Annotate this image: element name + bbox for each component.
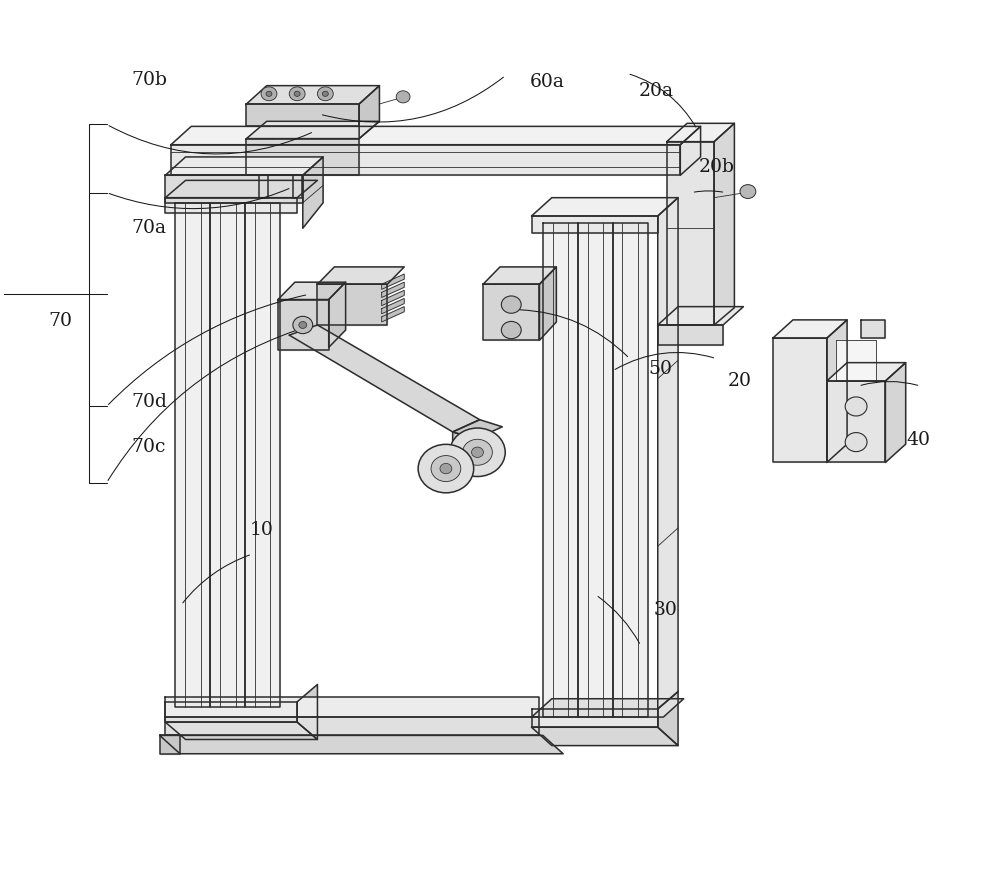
Polygon shape xyxy=(165,697,539,717)
Polygon shape xyxy=(658,307,743,325)
Circle shape xyxy=(294,91,300,96)
Polygon shape xyxy=(861,320,885,338)
Polygon shape xyxy=(532,727,678,746)
Polygon shape xyxy=(382,299,404,314)
Polygon shape xyxy=(773,320,847,338)
Polygon shape xyxy=(245,203,280,707)
Polygon shape xyxy=(827,320,847,462)
Polygon shape xyxy=(160,735,180,753)
Text: 10: 10 xyxy=(250,522,274,539)
Text: 70: 70 xyxy=(49,312,73,330)
Polygon shape xyxy=(453,420,502,439)
Text: 20b: 20b xyxy=(698,158,734,176)
Polygon shape xyxy=(532,216,658,233)
Polygon shape xyxy=(165,717,539,735)
Circle shape xyxy=(472,447,483,457)
Polygon shape xyxy=(827,381,885,462)
Polygon shape xyxy=(885,363,906,462)
Circle shape xyxy=(289,87,305,101)
Polygon shape xyxy=(836,340,876,381)
Polygon shape xyxy=(382,274,404,289)
Polygon shape xyxy=(613,223,648,717)
Polygon shape xyxy=(289,325,480,432)
Text: 30: 30 xyxy=(654,601,678,619)
Circle shape xyxy=(266,91,272,96)
Polygon shape xyxy=(171,127,701,145)
Polygon shape xyxy=(539,267,556,340)
Text: 70d: 70d xyxy=(131,393,167,412)
Polygon shape xyxy=(578,223,613,717)
Polygon shape xyxy=(329,282,346,347)
Circle shape xyxy=(845,433,867,452)
Circle shape xyxy=(440,463,452,474)
Polygon shape xyxy=(160,735,563,753)
Polygon shape xyxy=(667,123,734,142)
Text: 50: 50 xyxy=(649,360,673,378)
Polygon shape xyxy=(543,223,578,717)
Circle shape xyxy=(418,444,474,493)
Polygon shape xyxy=(165,180,317,198)
Polygon shape xyxy=(165,198,297,213)
Polygon shape xyxy=(483,284,539,340)
Polygon shape xyxy=(453,432,477,454)
Polygon shape xyxy=(175,203,210,707)
Circle shape xyxy=(740,184,756,198)
Polygon shape xyxy=(259,176,268,198)
Polygon shape xyxy=(297,684,317,739)
Polygon shape xyxy=(278,282,346,300)
Text: 70c: 70c xyxy=(131,439,165,456)
Polygon shape xyxy=(532,198,678,216)
Polygon shape xyxy=(827,363,906,381)
Polygon shape xyxy=(278,300,329,350)
Circle shape xyxy=(501,322,521,339)
Polygon shape xyxy=(532,709,658,727)
Text: 20: 20 xyxy=(728,371,752,390)
Polygon shape xyxy=(658,198,678,709)
Circle shape xyxy=(431,455,461,482)
Polygon shape xyxy=(773,338,827,462)
Circle shape xyxy=(299,322,307,329)
Polygon shape xyxy=(483,267,556,284)
Polygon shape xyxy=(667,142,714,325)
Circle shape xyxy=(293,316,313,334)
Polygon shape xyxy=(382,282,404,297)
Polygon shape xyxy=(317,284,387,325)
Text: 70a: 70a xyxy=(131,218,166,237)
Polygon shape xyxy=(171,145,680,176)
Polygon shape xyxy=(246,121,379,139)
Polygon shape xyxy=(658,691,678,746)
Polygon shape xyxy=(303,157,323,228)
Polygon shape xyxy=(382,307,404,322)
Circle shape xyxy=(501,296,521,313)
Polygon shape xyxy=(246,139,359,176)
Text: 60a: 60a xyxy=(530,73,565,91)
Polygon shape xyxy=(165,176,303,203)
Polygon shape xyxy=(246,104,359,127)
Circle shape xyxy=(317,87,333,101)
Polygon shape xyxy=(210,203,245,707)
Circle shape xyxy=(322,91,328,96)
Polygon shape xyxy=(293,176,302,198)
Polygon shape xyxy=(165,157,323,176)
Text: 40: 40 xyxy=(907,432,931,449)
Circle shape xyxy=(845,397,867,416)
Text: 20a: 20a xyxy=(639,82,674,100)
Polygon shape xyxy=(317,267,404,284)
Polygon shape xyxy=(714,123,734,325)
Polygon shape xyxy=(246,86,379,104)
Polygon shape xyxy=(165,702,297,722)
Circle shape xyxy=(463,440,492,465)
Circle shape xyxy=(261,87,277,101)
Circle shape xyxy=(450,428,505,476)
Polygon shape xyxy=(680,127,701,176)
Polygon shape xyxy=(165,722,317,739)
Circle shape xyxy=(396,91,410,103)
Text: 70b: 70b xyxy=(131,72,167,89)
Polygon shape xyxy=(532,698,684,717)
Polygon shape xyxy=(658,325,723,345)
Polygon shape xyxy=(382,290,404,306)
Polygon shape xyxy=(359,86,379,139)
